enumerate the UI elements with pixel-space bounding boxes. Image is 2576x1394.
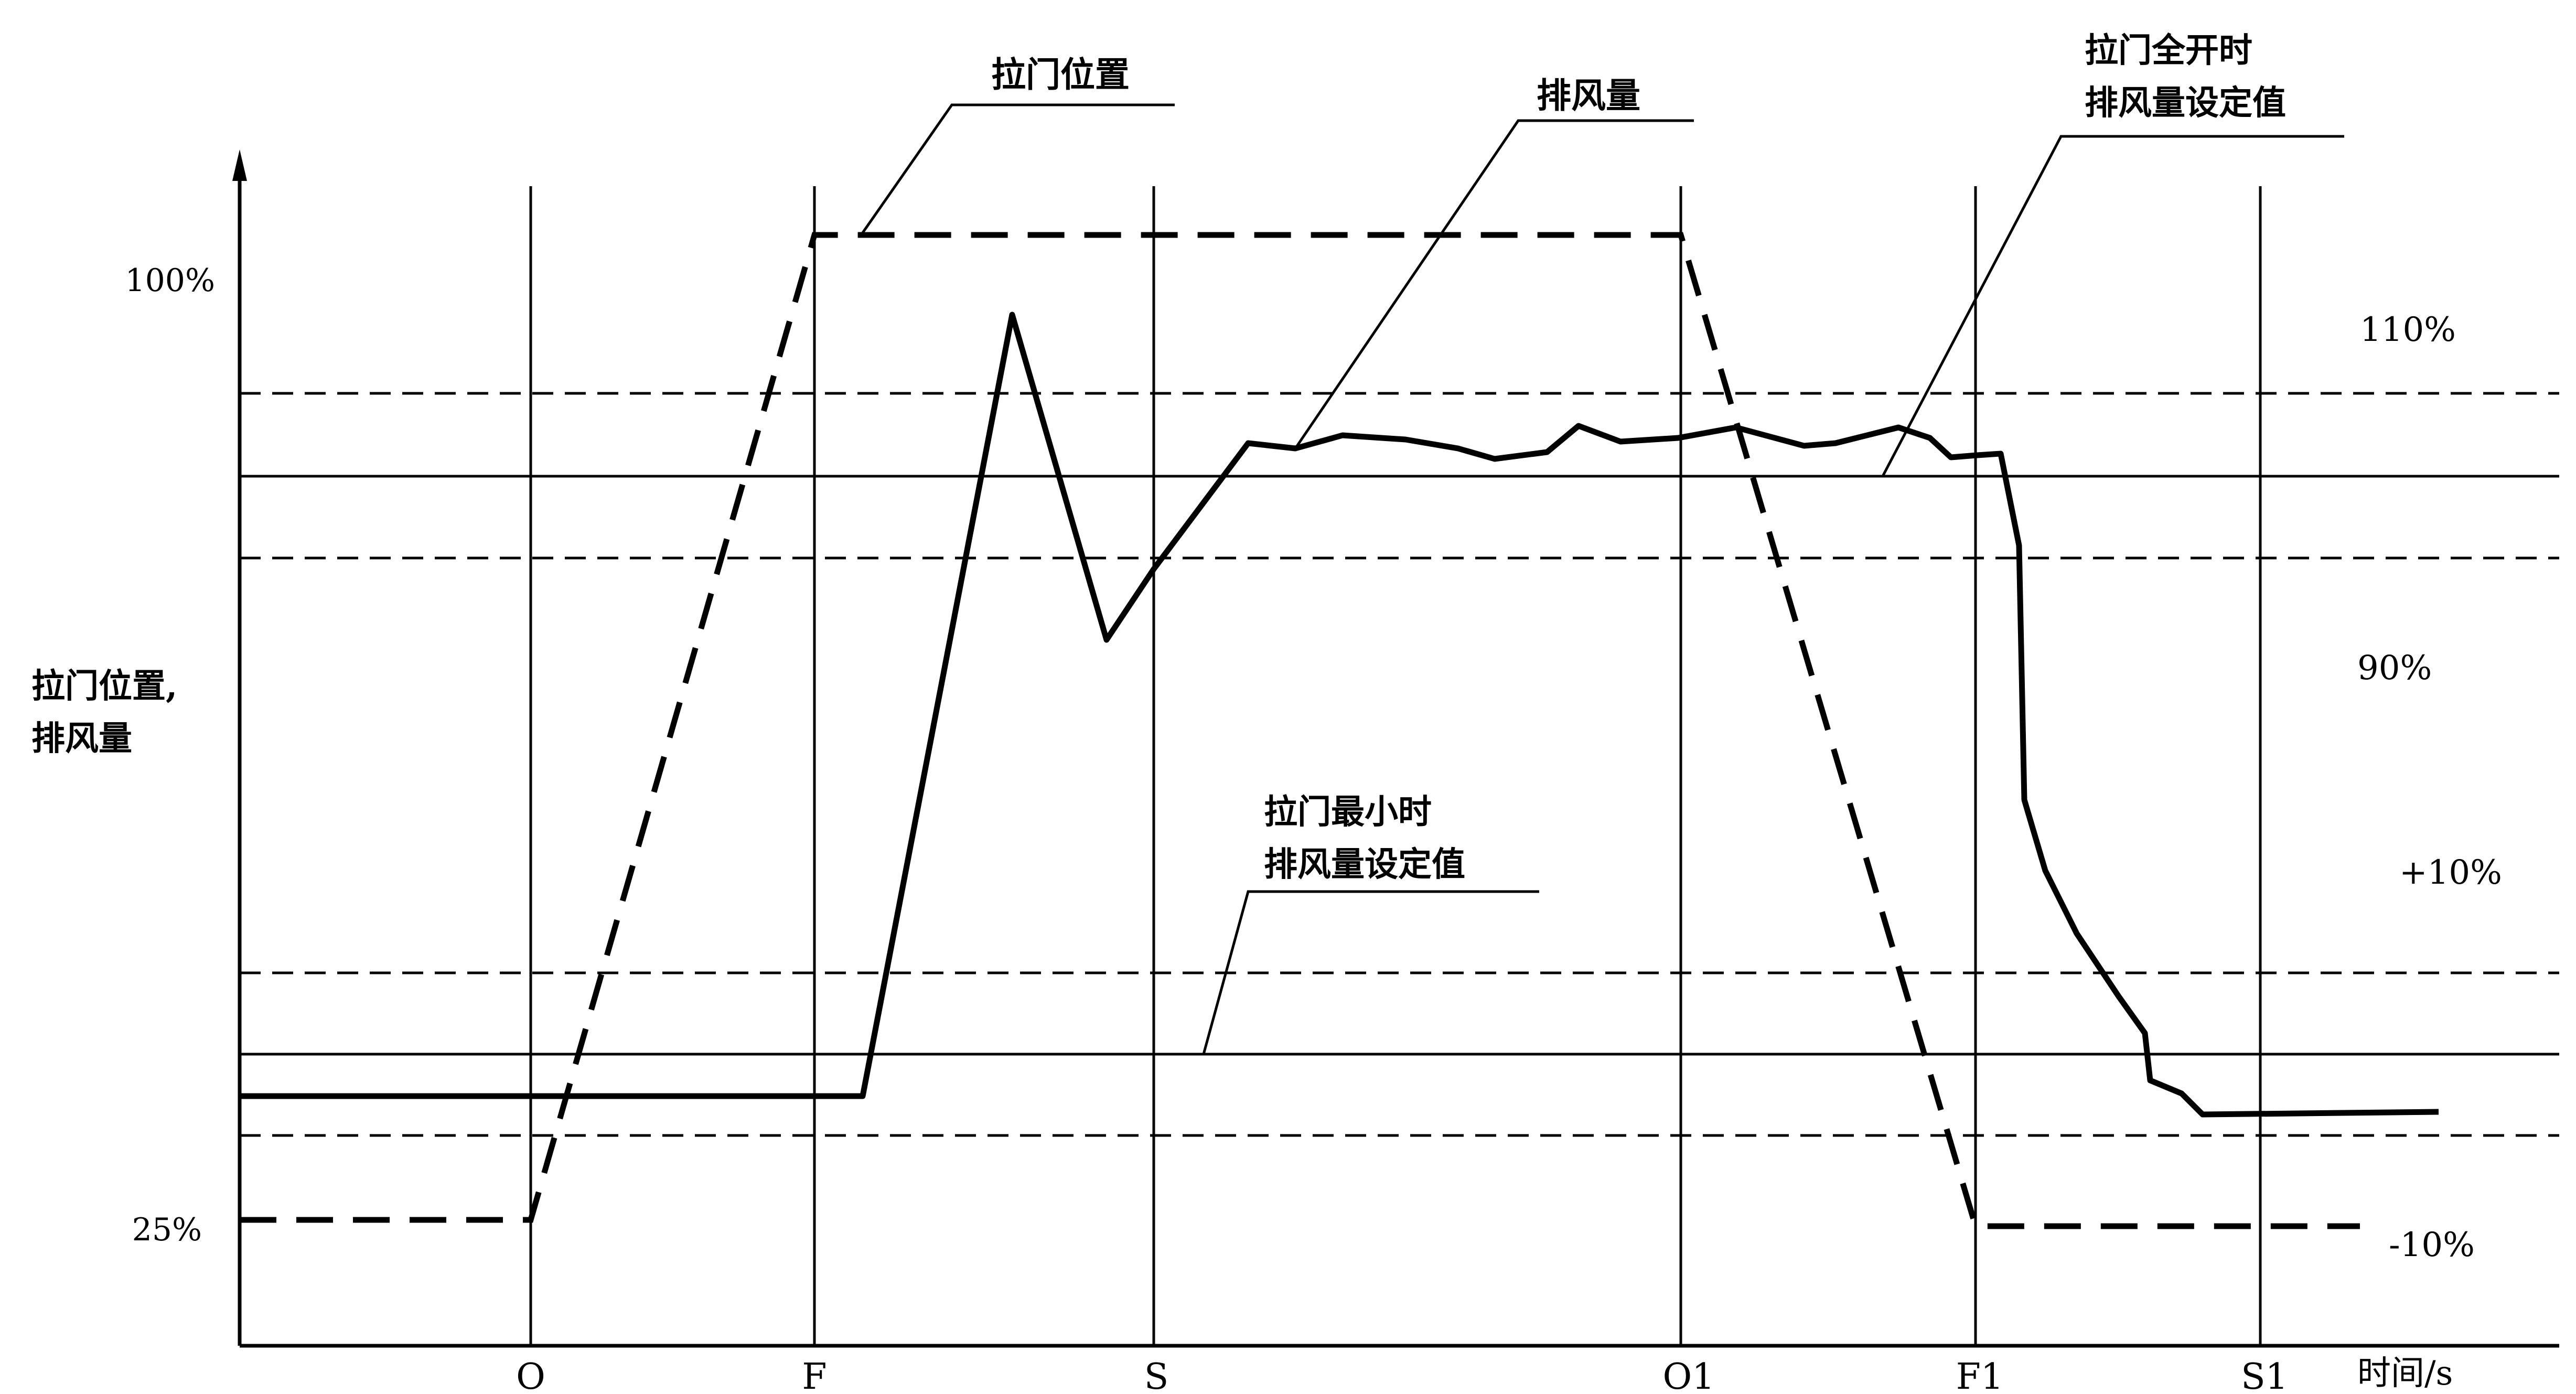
annotation-leaders [860,103,2344,1055]
x-tick-s: S [1144,1356,1169,1394]
x-tick-s1: S1 [2241,1356,2288,1394]
series-exhaust-volume [240,312,2439,1118]
x-tick-o: O [516,1356,545,1394]
right-label-110: 110% [2360,310,2456,349]
leader-min [1202,890,1539,1055]
annotation-min-line1: 拉门最小时 [1264,792,1432,832]
annotation-full-open-line1: 拉门全开时 [2085,31,2252,70]
leader-door [860,103,1175,236]
y-tick-25: 25% [132,1211,202,1248]
y-axis-label-line2: 排风量 [31,719,132,758]
right-label-plus10: +10% [2399,853,2502,892]
time-markers [529,186,2262,1346]
leader-exhaust [1294,119,1694,449]
x-tick-f1: F1 [1956,1356,2003,1394]
x-tick-f: F [802,1356,827,1394]
reference-lines [240,392,2559,1137]
series-door-position [240,232,2360,1229]
leader-full-open [1881,135,2344,477]
y-axis-label-line1: 拉门位置, [31,667,177,706]
right-label-90: 90% [2357,649,2432,688]
x-tick-o1: O1 [1662,1356,1714,1394]
annotation-exhaust-volume: 排风量 [1537,75,1640,116]
x-axis-label: 时间/s [2357,1354,2453,1393]
annotation-min-line2: 排风量设定值 [1264,845,1465,884]
y-axis-arrow [232,149,247,181]
annotation-full-open-line2: 排风量设定值 [2085,83,2286,123]
annotation-door-position: 拉门位置 [991,54,1130,95]
right-label-minus10: -10% [2389,1226,2475,1264]
y-tick-100: 100% [125,262,215,299]
